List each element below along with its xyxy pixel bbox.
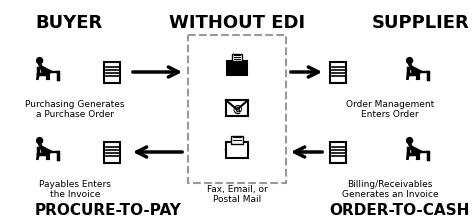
Circle shape (36, 58, 43, 64)
Bar (414, 71, 428, 72)
Text: PROCURE-TO-PAY: PROCURE-TO-PAY (35, 203, 182, 218)
Text: Order Management
Enters Order: Order Management Enters Order (346, 100, 434, 119)
Text: Purchasing Generates
a Purchase Order: Purchasing Generates a Purchase Order (25, 100, 125, 119)
Text: Payables Enters
the Invoice: Payables Enters the Invoice (39, 180, 111, 199)
Bar (226, 142, 248, 158)
Bar (45, 71, 58, 72)
Bar (227, 61, 247, 75)
Bar (226, 100, 248, 116)
Bar (232, 54, 242, 61)
Circle shape (407, 58, 412, 64)
Bar (104, 62, 120, 82)
Bar (330, 62, 346, 82)
Text: SUPPLIER: SUPPLIER (372, 14, 470, 32)
Circle shape (36, 138, 43, 144)
Bar (330, 142, 346, 162)
Bar (414, 151, 428, 152)
Text: ORDER-TO-CASH: ORDER-TO-CASH (329, 203, 470, 218)
Text: Fax, Email, or
Postal Mail: Fax, Email, or Postal Mail (207, 185, 267, 204)
Bar (104, 142, 120, 162)
Text: @: @ (232, 104, 242, 114)
Text: WITHOUT EDI: WITHOUT EDI (169, 14, 305, 32)
Text: BUYER: BUYER (35, 14, 102, 32)
Text: Billing/Receivables
Generates an Invoice: Billing/Receivables Generates an Invoice (342, 180, 438, 199)
Bar (231, 136, 243, 144)
Bar (45, 151, 58, 152)
Circle shape (407, 138, 412, 144)
FancyBboxPatch shape (188, 35, 286, 183)
